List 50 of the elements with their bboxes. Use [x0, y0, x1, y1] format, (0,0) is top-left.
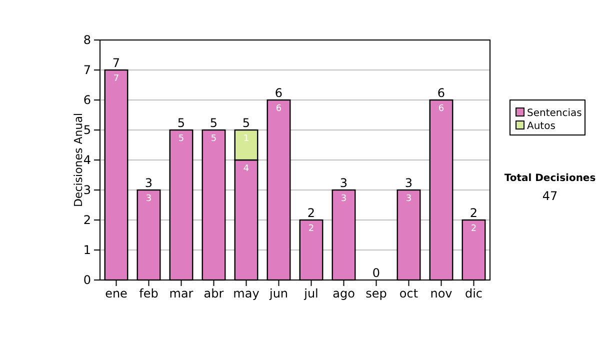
data-label: 4 [243, 164, 250, 174]
y-tick-label: 1 [83, 242, 91, 257]
x-tick-label: nov [430, 286, 452, 301]
total-label: 5 [177, 116, 186, 130]
total-label: 6 [274, 86, 283, 100]
data-label: 5 [178, 134, 184, 144]
total-label: 0 [372, 266, 380, 280]
x-tick-label: may [233, 286, 260, 301]
total-label: 3 [144, 176, 153, 190]
x-tick-label: ene [105, 286, 128, 301]
data-label: 6 [276, 104, 282, 114]
text: 47 [542, 189, 558, 203]
total-label: 3 [404, 176, 413, 190]
y-axis-title: Decisiones Anual [72, 112, 85, 208]
y-tick-label: 3 [83, 182, 91, 197]
y-tick-label: 0 [83, 272, 91, 287]
data-label: 2 [470, 224, 477, 234]
x-tick-label: feb [139, 286, 158, 301]
x-tick-label: sep [366, 286, 387, 301]
total-label: 5 [210, 116, 218, 130]
data-label: 3 [340, 194, 347, 204]
x-tick-label: abr [204, 286, 224, 301]
total-label: 6 [437, 86, 446, 100]
total-label: 2 [307, 206, 316, 220]
y-tick-label: 2 [83, 212, 91, 227]
y-tick-label: 8 [83, 32, 91, 47]
x-tick-label: mar [169, 286, 194, 301]
total-label: 7 [112, 56, 120, 70]
y-tick-label: 7 [83, 62, 91, 77]
total-label: 5 [242, 116, 250, 130]
data-label: 3 [406, 194, 412, 204]
data-label: 3 [146, 194, 152, 204]
x-tick-label: ago [332, 286, 355, 301]
data-label: 7 [113, 74, 120, 84]
legend-label: Autos [527, 121, 556, 132]
y-tick-label: 6 [83, 92, 91, 107]
x-tick-label: dic [464, 286, 483, 301]
y-tick-label: 5 [83, 122, 91, 137]
data-label: 1 [243, 134, 250, 144]
total-label: 3 [340, 176, 348, 190]
total-label: 2 [470, 206, 478, 220]
data-label: 2 [308, 224, 314, 234]
x-tick-label: oct [399, 286, 418, 301]
y-tick-label: 4 [83, 152, 91, 167]
legend-label: Sentencias [527, 108, 582, 119]
x-tick-label: jul [303, 286, 318, 301]
x-tick-label: jun [268, 286, 288, 301]
text: Total Decisiones [504, 173, 596, 184]
data-label: 6 [438, 104, 444, 114]
data-label: 5 [210, 134, 217, 144]
